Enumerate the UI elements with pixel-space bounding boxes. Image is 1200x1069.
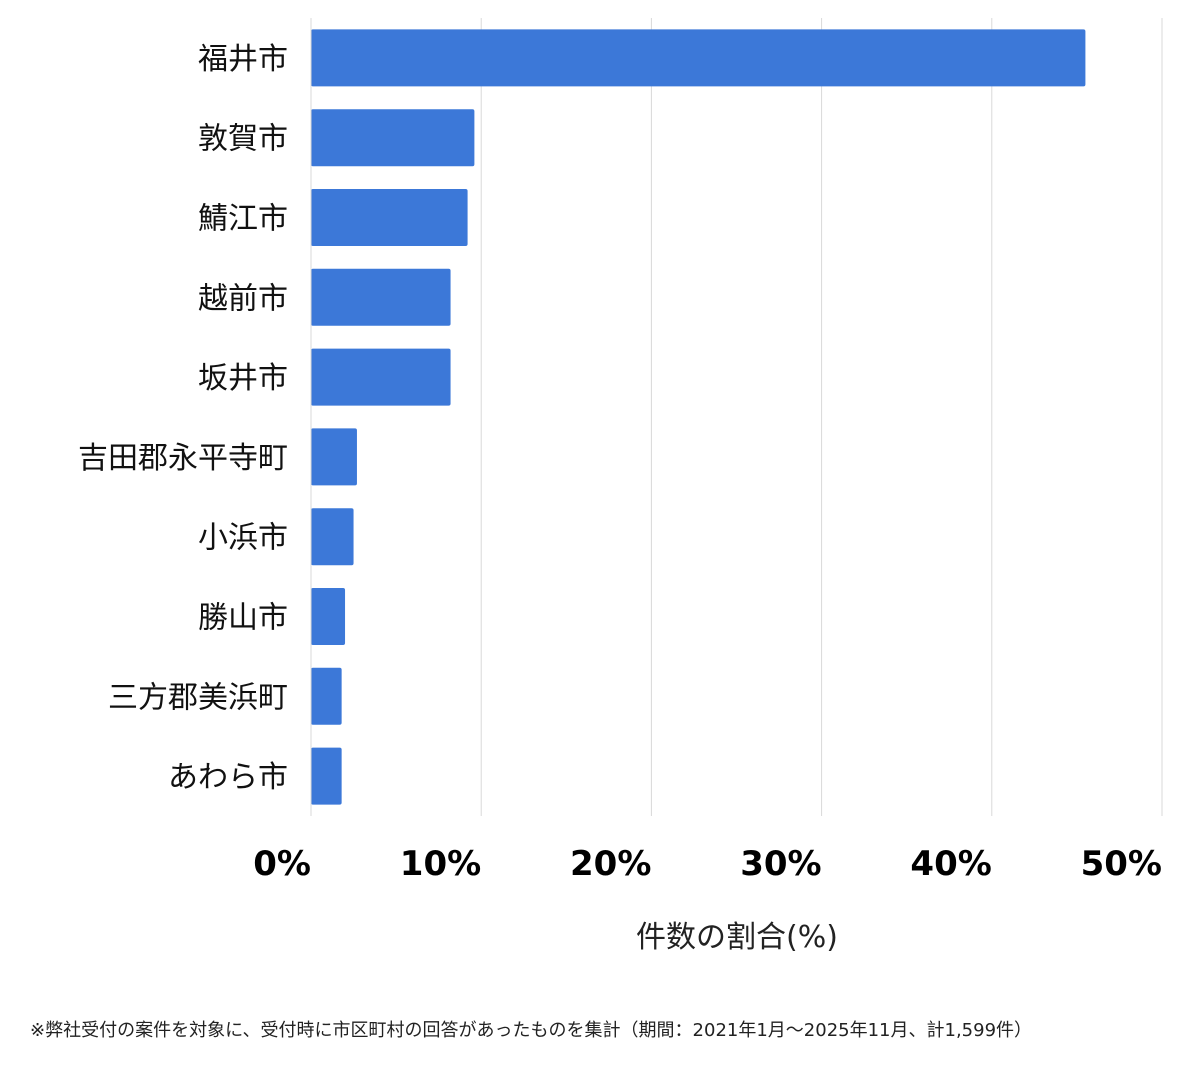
y-category-label: あわら市 <box>168 760 288 795</box>
footnote: ※弊社受付の案件を対象に、受付時に市区町村の回答があったものを集計（期間：202… <box>30 1020 1033 1041</box>
bar <box>311 508 354 566</box>
bar <box>311 747 342 805</box>
bar <box>311 268 451 326</box>
y-category-label: 敦賀市 <box>198 122 288 157</box>
x-tick-label: 10% <box>400 844 481 884</box>
y-category-label: 小浜市 <box>198 521 288 556</box>
bar <box>311 588 346 645</box>
bar <box>311 109 475 167</box>
y-category-label: 坂井市 <box>198 361 288 396</box>
y-category-label: 鯖江市 <box>198 202 288 237</box>
bar <box>311 348 451 406</box>
y-category-label: 福井市 <box>198 42 288 77</box>
x-tick-label: 20% <box>570 844 651 884</box>
y-category-label: 越前市 <box>198 281 288 316</box>
bar <box>311 189 468 246</box>
bar-chart: 0% 10% 20% 30% 40% 50% 福井市敦賀市鯖江市越前市坂井市吉田郡永平寺町小… <box>78 18 1163 955</box>
x-axis-title: 件数の割合(%) <box>636 920 838 955</box>
x-tick-label: 0% <box>253 844 311 884</box>
x-tick-label: 40% <box>910 844 991 884</box>
x-tick-label: 50% <box>1081 844 1162 884</box>
y-category-label: 三方郡美浜町 <box>108 680 288 715</box>
bar <box>311 29 1086 87</box>
y-category-label: 吉田郡永平寺町 <box>78 441 288 476</box>
bar <box>311 428 357 486</box>
x-tick-label: 30% <box>740 844 821 884</box>
bar <box>311 667 342 725</box>
y-category-label: 勝山市 <box>198 601 288 636</box>
